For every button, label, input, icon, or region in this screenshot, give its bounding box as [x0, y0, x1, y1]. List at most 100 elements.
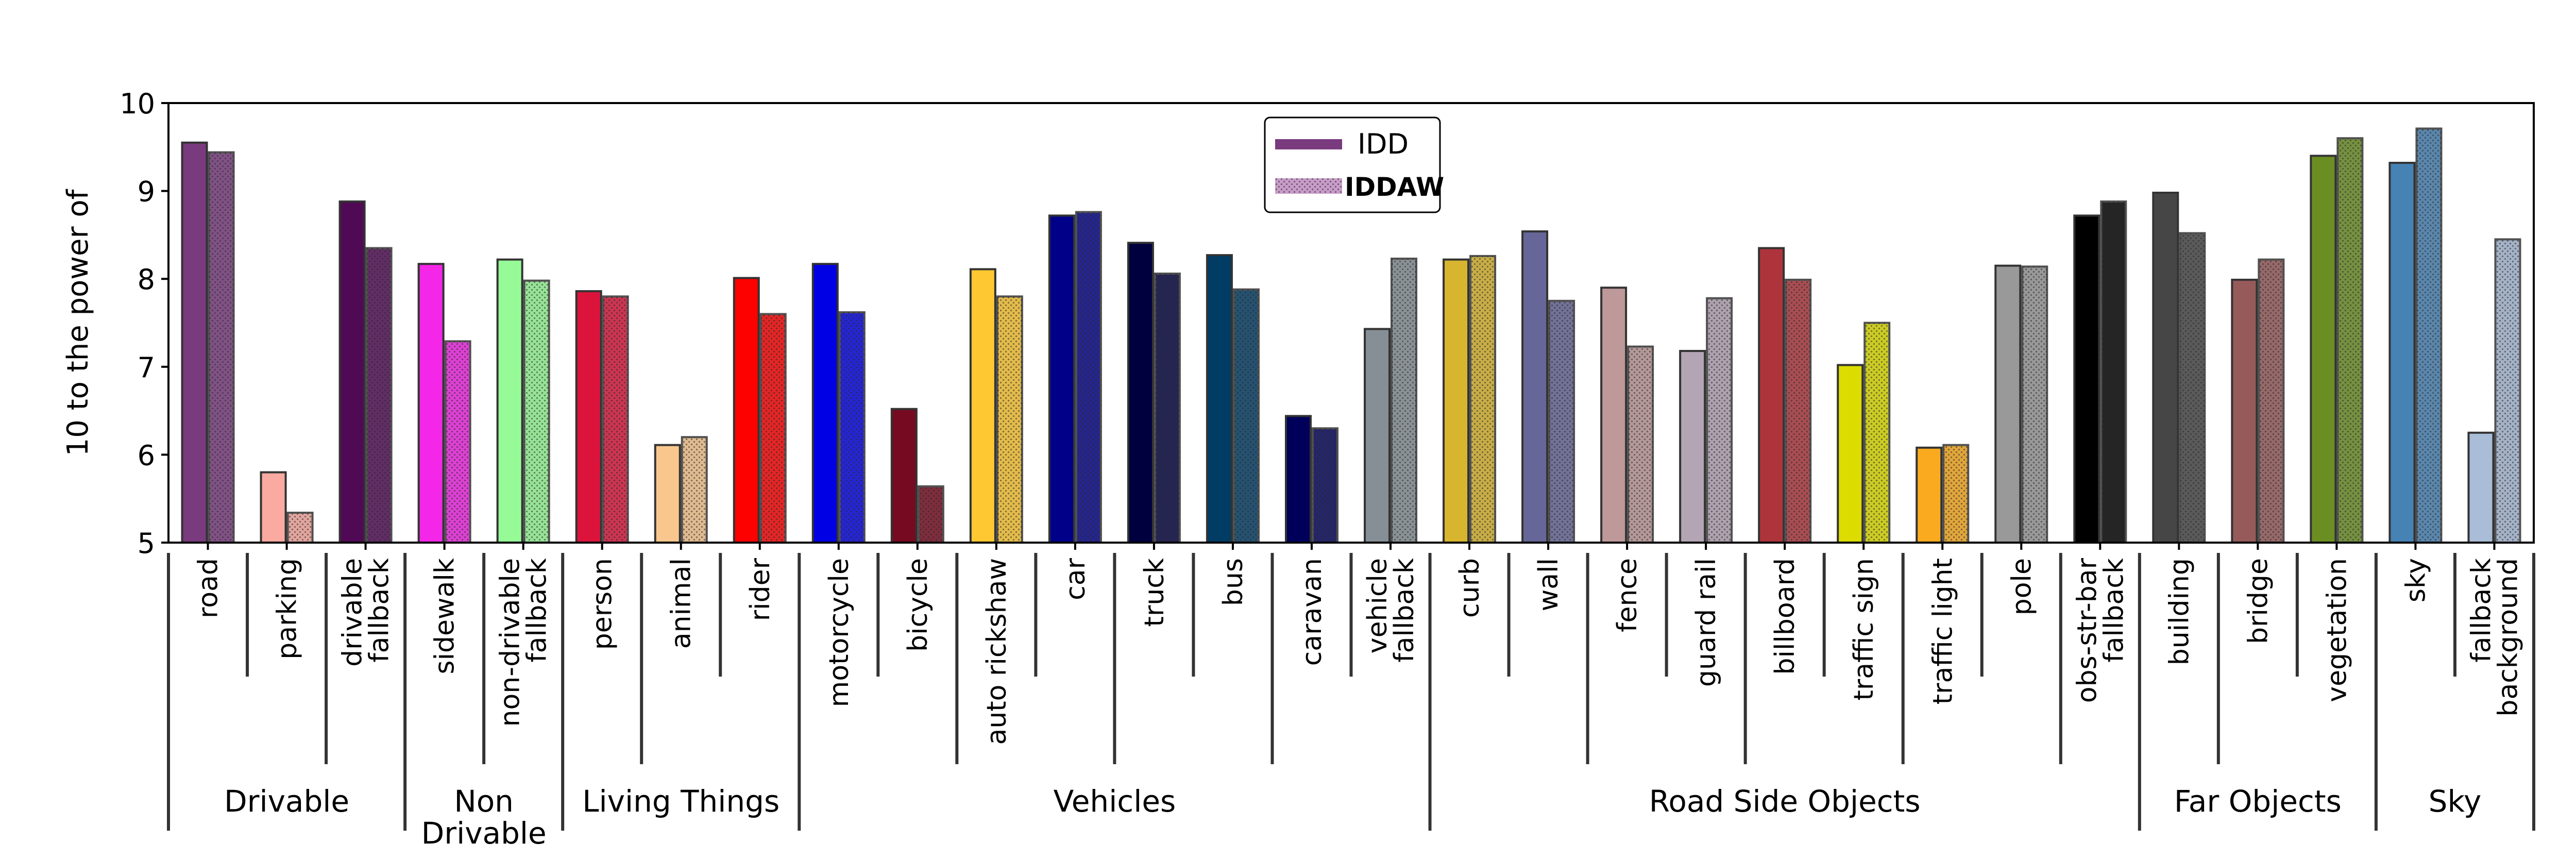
bar-iddaw-hatch-parking — [287, 512, 313, 543]
bar-idd-traffic-light — [1916, 446, 1943, 544]
group-label-road-side-objects: Road Side Objects — [1649, 784, 1921, 819]
bar-iddaw-hatch-traffic-light — [1943, 445, 1969, 543]
bar-idd-bus — [1206, 254, 1233, 544]
bar-iddaw-hatch-drivable-fallback — [366, 248, 392, 543]
bar-idd-animal — [654, 444, 681, 544]
bar-iddaw-hatch-truck — [1155, 273, 1180, 543]
y-tick-label: 5 — [138, 527, 155, 560]
bar-iddaw-hatch-motorcycle — [839, 312, 865, 543]
x-tick-label-animal: animal — [666, 558, 697, 649]
bar-idd-road — [181, 141, 208, 544]
bar-iddaw-hatch-road — [209, 152, 234, 543]
bar-idd-curb — [1443, 258, 1470, 544]
group-label-drivable: Drivable — [224, 784, 349, 819]
bar-iddaw-hatch-auto-rickshaw — [997, 296, 1022, 543]
bar-idd-motorcycle — [811, 263, 839, 544]
group-label-sky: Sky — [2429, 784, 2482, 819]
group-label-living-things: Living Things — [582, 784, 779, 819]
x-tick-label-bridge: bridge — [2243, 558, 2274, 644]
x-tick-label-auto-rickshaw: auto rickshaw — [981, 558, 1012, 745]
bar-iddaw-hatch-bridge — [2259, 259, 2284, 543]
x-tick-label-fence: fence — [1612, 558, 1643, 632]
bar-iddaw-hatch-animal — [682, 437, 707, 543]
bar-idd-pole — [1994, 264, 2022, 544]
x-tick-label-bicycle: bicycle — [903, 558, 934, 652]
group-label-non-drivable: Non Drivable — [421, 784, 547, 851]
bar-iddaw-hatch-vehicle-fallback — [1392, 258, 1417, 543]
legend-swatch-iddaw-hatch — [1275, 178, 1342, 194]
bar-idd-non-drivable-fallback — [496, 258, 523, 544]
x-tick-label-building: building — [2164, 558, 2195, 665]
x-tick-label-traffic-sign: traffic sign — [1849, 558, 1879, 701]
bar-idd-guard-rail — [1679, 350, 1706, 544]
bar-iddaw-hatch-bus — [1233, 289, 1259, 543]
x-tick-label-caravan: caravan — [1297, 558, 1328, 666]
bar-idd-caravan — [1284, 415, 1312, 544]
bar-iddaw-hatch-caravan — [1312, 428, 1337, 543]
y-tick-label: 10 — [120, 88, 155, 120]
bar-idd-vegetation — [2310, 155, 2337, 544]
bar-idd-parking — [260, 471, 287, 544]
y-tick-label: 6 — [138, 439, 155, 471]
x-tick-label-drivable-fallback: drivablefallback — [337, 558, 395, 667]
y-tick-label: 8 — [138, 263, 155, 296]
bar-idd-fence — [1600, 287, 1628, 544]
bar-iddaw-hatch-person — [603, 296, 628, 543]
x-tick-label-pole: pole — [2006, 558, 2037, 615]
bar-iddaw-hatch-sidewalk — [445, 341, 470, 543]
bar-idd-car — [1048, 214, 1075, 544]
x-tick-label-non-drivable-fallback: non-drivablefallback — [495, 558, 553, 727]
bar-iddaw-hatch-vegetation — [2337, 138, 2363, 543]
bar-idd-drivable-fallback — [338, 200, 366, 544]
bar-idd-traffic-sign — [1837, 364, 1864, 544]
x-tick-label-parking: parking — [272, 558, 303, 660]
bar-idd-fallback-background — [2467, 431, 2495, 544]
bar-idd-billboard — [1758, 247, 1785, 544]
group-label-vehicles: Vehicles — [1054, 784, 1176, 819]
bar-iddaw-hatch-sky — [2416, 128, 2442, 543]
x-tick-label-traffic-light: traffic light — [1927, 558, 1958, 704]
legend: IDD IDDAW — [1264, 116, 1444, 213]
x-tick-label-wall: wall — [1533, 558, 1564, 611]
y-tick-label: 9 — [138, 176, 155, 208]
bar-iddaw-hatch-fallback-background — [2495, 239, 2520, 543]
bar-iddaw-hatch-wall — [1549, 300, 1574, 543]
bar-iddaw-hatch-fence — [1628, 346, 1653, 543]
x-tick-label-road: road — [193, 558, 224, 618]
bar-iddaw-hatch-non-drivable-fallback — [524, 280, 549, 543]
x-tick-label-rider: rider — [745, 558, 776, 621]
x-tick-label-sky: sky — [2400, 558, 2431, 602]
bar-iddaw-hatch-rider — [760, 314, 786, 543]
x-tick-label-person: person — [587, 558, 618, 650]
y-axis-label: 10 to the power of — [61, 189, 95, 456]
bar-iddaw-hatch-building — [2180, 233, 2205, 543]
bar-idd-obs-str-bar-fallback — [2073, 214, 2100, 544]
bar-idd-rider — [733, 277, 760, 544]
bar-idd-wall — [1521, 230, 1549, 544]
x-tick-label-billboard: billboard — [1770, 558, 1801, 675]
bar-iddaw-hatch-billboard — [1786, 279, 1811, 543]
y-tick-label: 7 — [138, 351, 155, 384]
bar-iddaw-hatch-curb — [1470, 256, 1496, 543]
legend-swatch-idd — [1275, 139, 1342, 149]
bar-idd-truck — [1127, 242, 1154, 544]
bar-idd-auto-rickshaw — [969, 268, 996, 544]
x-tick-label-vehicle-fallback: vehiclefallback — [1362, 558, 1420, 663]
bar-iddaw-hatch-car — [1076, 212, 1101, 543]
x-tick-label-fallback-background: fallbackbackground — [2466, 558, 2523, 717]
group-label-far-objects: Far Objects — [2174, 784, 2342, 819]
legend-label-idd: IDD — [1358, 128, 1409, 160]
x-tick-label-truck: truck — [1139, 558, 1170, 627]
bar-idd-building — [2152, 192, 2179, 544]
bar-iddaw-hatch-obs-str-bar-fallback — [2101, 201, 2126, 543]
x-tick-label-motorcycle: motorcycle — [824, 558, 855, 707]
bar-iddaw-hatch-guard-rail — [1707, 298, 1732, 543]
x-tick-label-vegetation: vegetation — [2321, 558, 2352, 702]
x-tick-label-sidewalk: sidewalk — [430, 558, 461, 675]
bar-idd-sidewalk — [417, 263, 445, 544]
bar-iddaw-hatch-bicycle — [918, 486, 943, 543]
x-tick-label-curb: curb — [1454, 558, 1485, 618]
plot-area-frame — [167, 102, 2535, 544]
x-tick-label-obs-str-bar-fallback: obs-str-barfallback — [2072, 558, 2129, 703]
